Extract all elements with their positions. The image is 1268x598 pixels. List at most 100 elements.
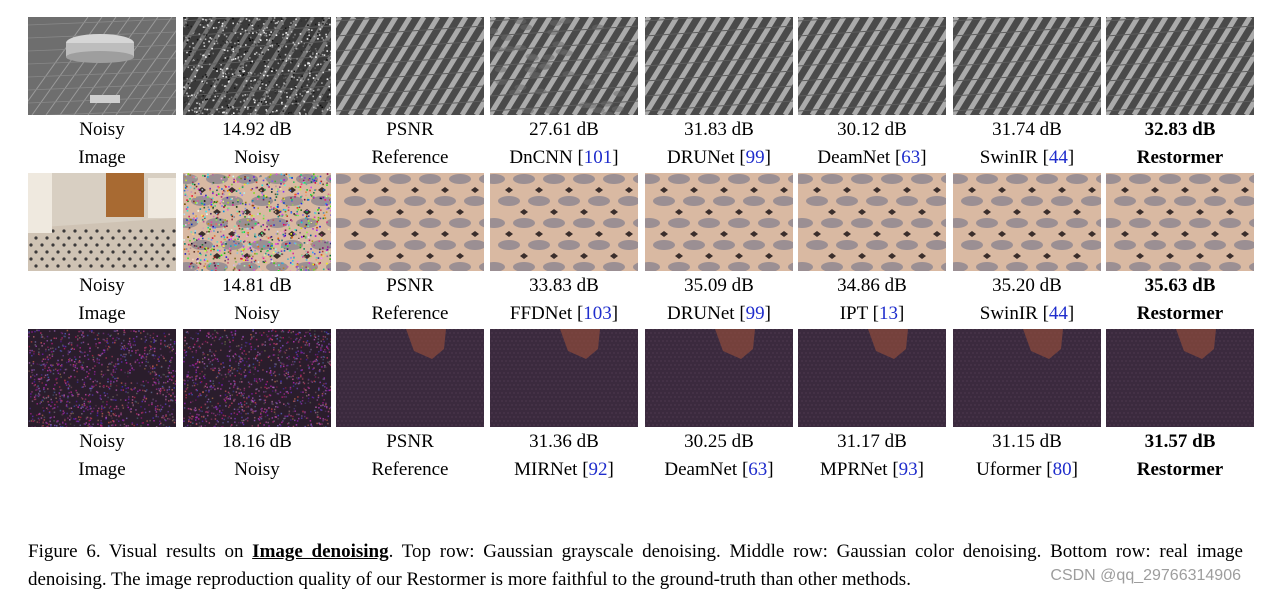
method-label: Image [28,144,176,172]
input-image [28,329,176,427]
method-name: SwinIR [979,303,1038,324]
figure-cell: PSNR Reference [336,329,484,484]
figure-cell: 30.25 dB DeamNet [63] [645,329,793,484]
psnr-label: 32.83 dB [1144,119,1216,140]
method-name: DRUNet [667,147,735,168]
input-image [28,17,176,115]
method-name: Image [78,459,126,480]
citation-link[interactable]: 101 [583,147,613,168]
result-image [336,17,484,115]
psnr-label: 35.63 dB [1144,275,1216,296]
figure-cell: 14.92 dB Noisy [183,17,331,172]
citation-link[interactable]: 63 [901,147,921,168]
citation-link[interactable]: 93 [898,459,918,480]
caption-highlight: Image denoising [252,541,389,562]
method-name: DRUNet [667,303,735,324]
method-name: MPRNet [820,459,888,480]
psnr-label: 34.86 dB [837,275,907,296]
method-name: Image [78,147,126,168]
watermark: CSDN @qq_29766314906 [1050,567,1241,584]
method-name: Restormer [1136,459,1224,480]
figure-cell: 30.12 dB DeamNet [63] [798,17,946,172]
result-image [336,173,484,271]
method-label: Noisy [183,456,331,484]
method-name: FFDNet [509,303,573,324]
method-label: Image [28,456,176,484]
result-image [490,173,638,271]
method-label: DeamNet [63] [664,459,774,480]
psnr-label: Noisy [79,275,125,296]
result-image [490,17,638,115]
citation-link[interactable]: 13 [878,303,898,324]
citation-link[interactable]: 103 [583,303,612,324]
method-label: Restormer [1106,300,1254,328]
figure-cell: Noisy Image [28,17,176,172]
result-image [490,329,638,427]
figure-cell: 31.83 dB DRUNet [99] [645,17,793,172]
figure-cell: 35.63 dB Restormer [1106,173,1254,328]
figure-cell: 31.17 dB MPRNet [93] [798,329,946,484]
psnr-label: Noisy [79,119,125,140]
result-image [183,329,331,427]
figure-row: Noisy Image 14.81 dB Noisy PSNR Reference 33.8… [28,173,1254,328]
result-image [953,329,1101,427]
method-label: SwinIR [44] [979,147,1075,168]
result-image [798,173,946,271]
method-label: Reference [336,456,484,484]
method-label: MIRNet [92] [514,459,614,480]
citation-link[interactable]: 44 [1048,303,1068,324]
method-name: MIRNet [514,459,578,480]
citation-link[interactable]: 99 [745,147,765,168]
citation-link[interactable]: 92 [588,459,608,480]
figure-cell: 14.81 dB Noisy [183,173,331,328]
psnr-label: 30.25 dB [684,431,754,452]
figure-cell: 35.20 dB SwinIR [44] [953,173,1101,328]
figure-cell: 33.83 dB FFDNet [103] [490,173,638,328]
method-label: DRUNet [99] [667,303,771,324]
citation-link[interactable]: 44 [1048,147,1068,168]
method-label: Uformer [80] [976,459,1078,480]
method-label: IPT [13] [839,303,905,324]
psnr-label: 14.92 dB [222,119,292,140]
citation-link[interactable]: 63 [748,459,768,480]
psnr-label: 18.16 dB [222,431,292,452]
figure-cell: 31.15 dB Uformer [80] [953,329,1101,484]
method-label: Image [28,300,176,328]
citation-link[interactable]: 99 [745,303,765,324]
caption-prefix: Figure 6. Visual results on [28,541,253,562]
method-label: Restormer [1106,456,1254,484]
figure-cell: Noisy Image [28,329,176,484]
method-name: Restormer [1136,303,1224,324]
result-image [1106,173,1254,271]
figure-caption: Figure 6. Visual results on Image denois… [28,538,1243,594]
figure-cell: 34.86 dB IPT [13] [798,173,946,328]
psnr-label: 33.83 dB [529,275,599,296]
figure-cell: 18.16 dB Noisy [183,329,331,484]
method-label: Restormer [1106,144,1254,172]
figure-cell: 32.83 dB Restormer [1106,17,1254,172]
method-name: Reference [371,147,449,168]
psnr-label: 31.15 dB [992,431,1062,452]
psnr-label: 31.57 dB [1144,431,1216,452]
psnr-label: 35.20 dB [992,275,1062,296]
psnr-label: 27.61 dB [529,119,599,140]
figure-row: Noisy Image 14.92 dB Noisy PSNR Reference 27.6… [28,17,1254,172]
result-image [645,173,793,271]
result-image [645,329,793,427]
figure-cell: 31.57 dB Restormer [1106,329,1254,484]
method-name: Reference [371,303,449,324]
method-label: DRUNet [99] [667,147,771,168]
method-label: MPRNet [93] [820,459,924,480]
psnr-label: 31.74 dB [992,119,1062,140]
figure-cell: Noisy Image [28,173,176,328]
method-name: Noisy [234,459,280,480]
method-name: Noisy [234,147,280,168]
figure-cell: PSNR Reference [336,173,484,328]
method-name: Reference [371,459,449,480]
psnr-label: 31.36 dB [529,431,599,452]
result-image [645,17,793,115]
citation-link[interactable]: 80 [1052,459,1072,480]
method-name: DeamNet [817,147,891,168]
method-name: Image [78,303,126,324]
result-image [336,329,484,427]
